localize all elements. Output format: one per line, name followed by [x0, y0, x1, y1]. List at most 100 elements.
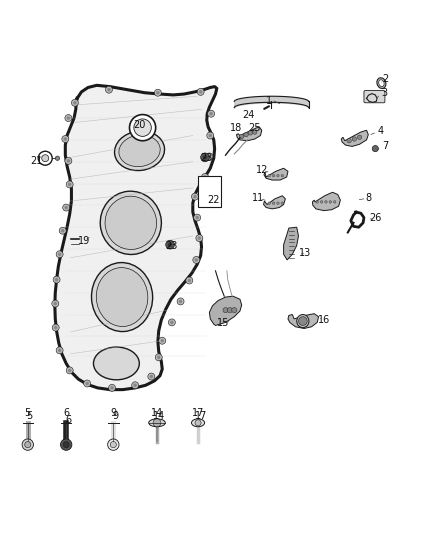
Circle shape — [71, 99, 78, 106]
Circle shape — [316, 200, 318, 203]
Polygon shape — [209, 296, 242, 326]
Text: 21: 21 — [30, 156, 42, 166]
Circle shape — [206, 153, 213, 160]
Text: 5: 5 — [26, 411, 32, 421]
Circle shape — [150, 375, 153, 378]
Circle shape — [357, 135, 362, 140]
Polygon shape — [288, 313, 318, 328]
Circle shape — [272, 174, 275, 177]
Circle shape — [166, 240, 174, 249]
Circle shape — [268, 202, 271, 205]
Circle shape — [195, 420, 201, 426]
Circle shape — [61, 229, 64, 232]
Text: 9: 9 — [110, 408, 117, 418]
Circle shape — [201, 153, 209, 161]
Circle shape — [196, 235, 203, 241]
Circle shape — [55, 278, 58, 281]
Text: 17: 17 — [192, 408, 204, 418]
Circle shape — [110, 386, 114, 390]
Text: 9: 9 — [112, 411, 118, 421]
Circle shape — [110, 441, 117, 448]
Text: 6: 6 — [63, 408, 69, 418]
Circle shape — [59, 227, 66, 234]
Circle shape — [347, 139, 351, 143]
Circle shape — [160, 339, 164, 343]
Text: 3: 3 — [381, 88, 387, 98]
Circle shape — [168, 243, 172, 247]
Circle shape — [208, 110, 215, 117]
Circle shape — [193, 256, 200, 263]
Circle shape — [64, 206, 68, 209]
Circle shape — [108, 439, 119, 450]
Circle shape — [154, 89, 161, 96]
Circle shape — [248, 131, 253, 135]
Text: 19: 19 — [78, 236, 91, 246]
Circle shape — [65, 157, 72, 164]
Circle shape — [157, 356, 160, 359]
Circle shape — [73, 101, 77, 104]
Circle shape — [62, 135, 69, 142]
Text: 4: 4 — [378, 126, 384, 136]
Text: 1: 1 — [266, 95, 272, 106]
Circle shape — [277, 202, 279, 205]
Circle shape — [325, 200, 327, 203]
Text: 24: 24 — [243, 110, 255, 119]
Circle shape — [352, 137, 357, 141]
Circle shape — [130, 115, 155, 141]
Ellipse shape — [114, 131, 165, 171]
Text: 16: 16 — [318, 315, 330, 325]
Circle shape — [209, 112, 213, 116]
Polygon shape — [312, 192, 340, 211]
Text: 12: 12 — [256, 165, 268, 175]
Circle shape — [253, 130, 257, 134]
Circle shape — [155, 354, 162, 361]
Text: 23: 23 — [166, 240, 178, 251]
Ellipse shape — [297, 314, 309, 328]
Circle shape — [179, 300, 182, 303]
Circle shape — [207, 132, 214, 139]
Ellipse shape — [377, 78, 386, 88]
Text: 13: 13 — [299, 247, 311, 257]
Circle shape — [134, 119, 151, 136]
Circle shape — [199, 90, 202, 94]
Circle shape — [85, 382, 89, 385]
Polygon shape — [237, 127, 262, 141]
Text: 20: 20 — [133, 119, 146, 130]
Circle shape — [65, 115, 72, 122]
Text: 6: 6 — [65, 415, 71, 425]
Circle shape — [281, 174, 284, 177]
Circle shape — [203, 175, 207, 179]
Circle shape — [168, 319, 175, 326]
Polygon shape — [264, 168, 288, 180]
Circle shape — [63, 441, 69, 448]
Polygon shape — [341, 130, 368, 147]
Ellipse shape — [105, 196, 156, 249]
Circle shape — [244, 133, 248, 137]
Circle shape — [58, 349, 61, 352]
Circle shape — [159, 337, 166, 344]
Circle shape — [55, 156, 60, 160]
Circle shape — [42, 155, 49, 161]
Circle shape — [53, 302, 57, 305]
Circle shape — [272, 202, 275, 205]
Circle shape — [67, 116, 70, 120]
Text: 5: 5 — [25, 408, 31, 418]
Circle shape — [60, 439, 72, 450]
Circle shape — [232, 308, 237, 313]
Text: 17: 17 — [194, 411, 207, 421]
Ellipse shape — [191, 419, 205, 427]
Ellipse shape — [119, 135, 160, 167]
Text: 7: 7 — [382, 141, 388, 151]
Circle shape — [195, 216, 199, 220]
Circle shape — [170, 321, 173, 324]
Circle shape — [52, 324, 59, 331]
Circle shape — [191, 193, 198, 200]
Circle shape — [281, 202, 284, 205]
Circle shape — [134, 384, 137, 387]
Circle shape — [186, 277, 193, 284]
Circle shape — [277, 174, 279, 177]
Ellipse shape — [149, 419, 165, 427]
Circle shape — [84, 380, 91, 387]
Circle shape — [201, 174, 208, 181]
Ellipse shape — [379, 80, 384, 86]
